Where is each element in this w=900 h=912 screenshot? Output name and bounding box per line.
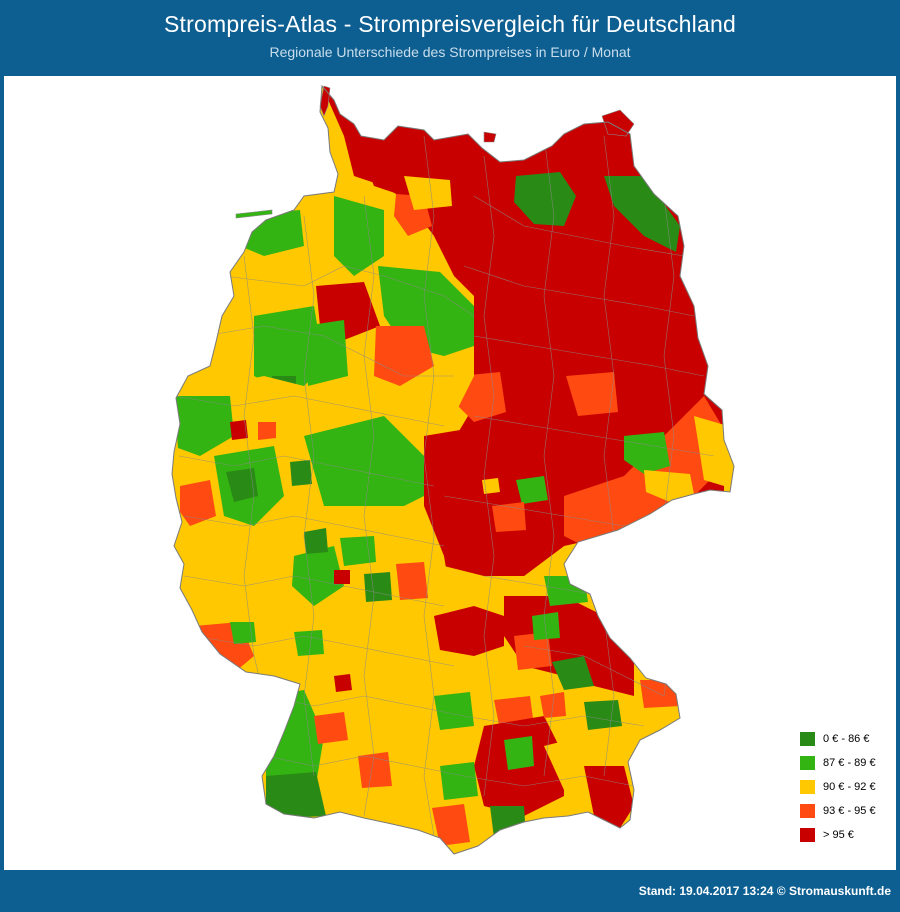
legend-item: 87 € - 89 € [800, 756, 890, 780]
region-meck-green[interactable] [514, 172, 576, 226]
legend-swatch [800, 780, 815, 794]
legend-item: 0 € - 86 € [800, 732, 890, 756]
region-stuttgart-orange[interactable] [358, 752, 392, 788]
map-canvas: 0 € - 86 € 87 € - 89 € 90 € - 92 € 93 € … [4, 76, 896, 870]
region-rlp-green[interactable] [294, 630, 324, 656]
legend-swatch [800, 804, 815, 818]
legend-item: 93 € - 95 € [800, 804, 890, 828]
region-munich-green[interactable] [504, 736, 534, 770]
region-bielefeld-green[interactable] [290, 460, 312, 486]
region-franconia-red[interactable] [434, 606, 504, 656]
region-aachen-orange[interactable] [180, 480, 216, 526]
legend-item: > 95 € [800, 828, 890, 852]
region-leipzig-orange[interactable] [566, 372, 618, 416]
stand-timestamp: Stand: 19.04.2017 13:24 © Stromauskunft.… [638, 884, 891, 898]
region-pfalz-green[interactable] [230, 622, 256, 644]
region-karlsruhe-orange[interactable] [314, 712, 348, 744]
island-ruegen [601, 109, 635, 137]
region-saxony-green[interactable] [624, 432, 670, 474]
region-thuringia-green[interactable] [516, 476, 548, 504]
region-bremen-yellow[interactable] [404, 176, 452, 210]
region-sauerland-green[interactable] [304, 416, 424, 516]
island-fehmarn [483, 131, 497, 143]
region-frankfurt-green[interactable] [340, 536, 376, 566]
legend-swatch [800, 756, 815, 770]
region-oberbayern-green[interactable] [584, 700, 622, 730]
region-darmstadt-orange[interactable] [396, 562, 428, 600]
region-vorpommern-green[interactable] [604, 176, 680, 252]
island-east-frisian [235, 209, 273, 219]
legend-label: 90 € - 92 € [823, 781, 876, 793]
region-vogelsberg-green[interactable] [304, 528, 328, 554]
legend-swatch [800, 732, 815, 746]
region-erfurt-yellow[interactable] [482, 478, 500, 494]
region-niederbayern-orange[interactable] [514, 632, 552, 670]
legend-label: 93 € - 95 € [823, 805, 876, 817]
region-ulm-green[interactable] [434, 692, 474, 730]
region-koeln-red[interactable] [230, 420, 248, 440]
region-hesse-green[interactable] [292, 546, 344, 606]
legend-label: > 95 € [823, 829, 854, 841]
region-heilbronn-red[interactable] [334, 674, 352, 692]
region-regensburg-darkgreen[interactable] [552, 656, 594, 690]
legend: 0 € - 86 € 87 € - 89 € 90 € - 92 € 93 € … [800, 732, 890, 852]
region-borders [173, 135, 715, 837]
region-rheinmain-darkgreen[interactable] [364, 572, 392, 602]
legend-item: 90 € - 92 € [800, 780, 890, 804]
region-koeln-orange[interactable] [258, 422, 276, 440]
region-niederrhein-green[interactable] [174, 396, 234, 456]
header: Strompreis-Atlas - Strompreisvergleich f… [0, 0, 900, 76]
legend-swatch [800, 828, 815, 842]
region-allgaeu-orange[interactable] [432, 804, 470, 846]
region-nuremberg-green[interactable] [532, 612, 560, 640]
legend-label: 87 € - 89 € [823, 757, 876, 769]
region-rosenheim-red[interactable] [584, 766, 634, 828]
region-westfalen-green[interactable] [304, 320, 348, 386]
germany-price-map [171, 85, 735, 855]
footer: Stand: 19.04.2017 13:24 © Stromauskunft.… [0, 870, 900, 912]
region-thuringia-orange[interactable] [492, 502, 526, 532]
region-hannover-orange[interactable] [374, 326, 434, 386]
region-halle-orange[interactable] [458, 372, 506, 422]
page-title: Strompreis-Atlas - Strompreisvergleich f… [164, 11, 736, 37]
region-east-yellow[interactable] [644, 470, 694, 502]
regions [172, 86, 734, 846]
region-bodensee-green[interactable] [440, 762, 478, 800]
region-hesse-red[interactable] [334, 570, 350, 584]
region-freiburg-darkgreen[interactable] [266, 772, 326, 818]
region-thuringia-red[interactable] [424, 426, 564, 576]
legend-label: 0 € - 86 € [823, 733, 870, 745]
region-oberfranken-green[interactable] [544, 576, 588, 606]
page-subtitle: Regionale Unterschiede des Strompreises … [269, 44, 631, 60]
region-ruhr-darkgreen[interactable] [226, 468, 258, 502]
